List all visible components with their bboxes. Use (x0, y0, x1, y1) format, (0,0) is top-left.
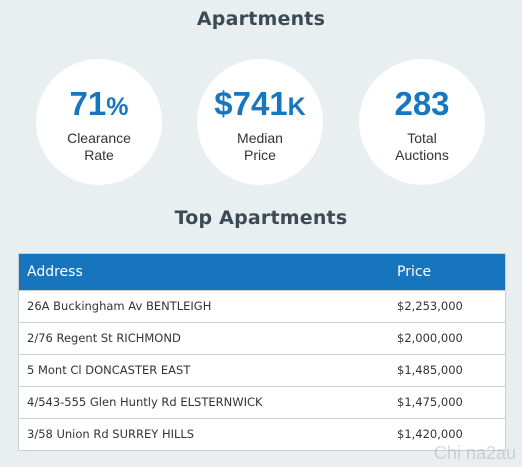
top-apartments-table: Address Price 26A Buckingham Av BENTLEIG… (18, 253, 506, 451)
median-price-label: Median Price (237, 130, 283, 163)
address-cell: 5 Mont Cl DONCASTER EAST (27, 363, 191, 377)
address-cell: 3/58 Union Rd SURREY HILLS (27, 427, 195, 442)
price-column-header: Price (397, 263, 432, 280)
price-cell: $2,000,000 (397, 331, 463, 345)
address-cell: 4/543-555 Glen Huntly Rd ELSTERNWICK (27, 395, 263, 409)
table-row: 5 Mont Cl DONCASTER EAST $1,485,000 (19, 354, 505, 386)
median-price-stat: $741K Median Price (197, 59, 323, 185)
top-apartments-title: Top Apartments (174, 207, 348, 229)
watermark: Chi na2au (433, 443, 516, 463)
table-row: 2/76 Regent St RICHMOND $2,000,000 (19, 322, 505, 354)
table-row: 26A Buckingham Av BENTLEIGH $2,253,000 (19, 290, 505, 322)
price-cell: $1,485,000 (397, 363, 463, 377)
total-auctions-label: Total Auctions (395, 130, 449, 163)
median-price-value: $741K (214, 85, 306, 122)
clearance-rate-value: 71% (69, 85, 129, 122)
clearance-rate-label: Clearance Rate (67, 130, 131, 163)
address-cell: 2/76 Regent St RICHMOND (27, 331, 181, 345)
total-auctions-stat: 283 Total Auctions (359, 59, 485, 185)
address-cell: 26A Buckingham Av BENTLEIGH (27, 299, 212, 313)
price-cell: $1,420,000 (397, 427, 463, 442)
clearance-rate-stat: 71% Clearance Rate (36, 59, 162, 185)
table-row: 3/58 Union Rd SURREY HILLS $1,420,000 (19, 418, 505, 450)
price-cell: $2,253,000 (397, 299, 463, 313)
address-column-header: Address (27, 263, 83, 280)
page-title: Apartments (196, 8, 326, 30)
total-auctions-value: 283 (394, 85, 450, 122)
table-row: 4/543-555 Glen Huntly Rd ELSTERNWICK $1,… (19, 386, 505, 418)
table-header-row: Address Price (19, 254, 505, 290)
price-cell: $1,475,000 (397, 395, 463, 409)
